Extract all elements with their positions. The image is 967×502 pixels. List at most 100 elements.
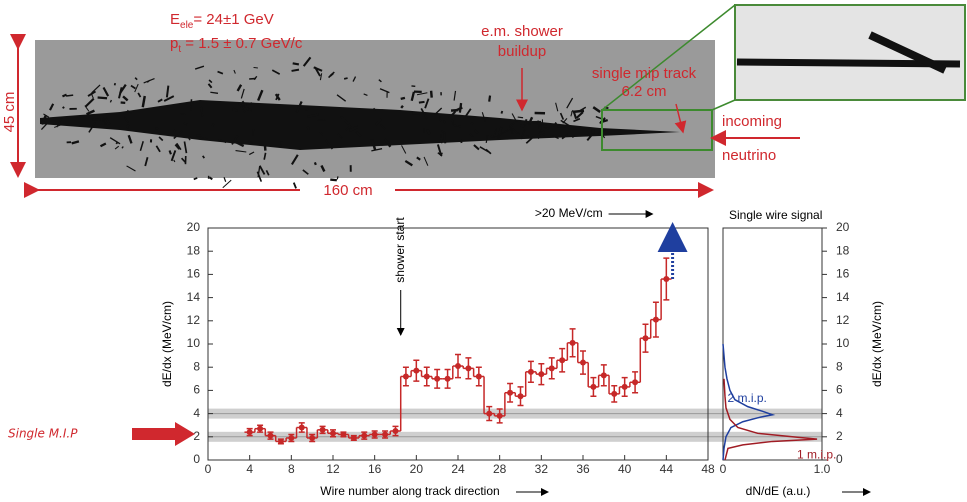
spray-stroke <box>500 110 504 114</box>
height-label: 45 cm <box>1 92 18 133</box>
spray-stroke <box>173 159 176 163</box>
spray-stroke <box>49 103 55 111</box>
y-tick-label: 14 <box>187 290 201 304</box>
x-tick-label: 12 <box>326 462 340 476</box>
data-point <box>465 365 472 372</box>
spray-stroke <box>123 116 129 124</box>
y-tick-label: 18 <box>836 243 850 257</box>
spray-stroke <box>329 72 334 77</box>
spray-stroke <box>412 111 421 116</box>
spray-stroke <box>217 70 224 75</box>
y-tick-label: 8 <box>193 359 200 373</box>
data-point <box>621 383 628 390</box>
spray-stroke <box>400 105 404 109</box>
energy-label: Eele= 24±1 GeV <box>170 11 274 31</box>
spray-stroke <box>103 117 106 124</box>
annotation: single mip track <box>592 65 697 82</box>
x-tick-label: 24 <box>451 462 465 476</box>
x-axis-label: dN/dE (a.u.) <box>746 484 811 498</box>
shower <box>40 100 680 150</box>
spray-stroke <box>560 119 570 127</box>
spray-stroke <box>134 83 139 93</box>
spray-stroke <box>400 96 406 101</box>
spray-stroke <box>302 56 312 67</box>
spray-stroke <box>92 117 101 121</box>
spray-stroke <box>570 112 573 117</box>
data-point <box>361 432 368 439</box>
spray-stroke <box>253 66 258 69</box>
spray-stroke <box>336 94 347 102</box>
spray-stroke <box>319 131 324 136</box>
spray-stroke <box>248 151 255 156</box>
data-point <box>455 363 461 370</box>
spray-stroke <box>103 122 107 126</box>
spray-stroke <box>552 122 558 127</box>
spray-stroke <box>375 118 383 126</box>
spray-stroke <box>158 136 164 142</box>
plot: 0 4 8 12 16 20 24 28 32 36 40 44 4802468101214161820… <box>160 206 884 498</box>
spray-stroke <box>137 92 142 98</box>
data-point <box>371 431 378 438</box>
spray-stroke <box>585 133 591 137</box>
annotation: incoming <box>722 113 782 130</box>
spray-stroke <box>290 154 299 166</box>
spray-stroke <box>118 87 123 99</box>
data-point <box>340 431 347 438</box>
spray-stroke <box>155 127 159 131</box>
spray-stroke <box>218 138 227 144</box>
spray-stroke <box>571 135 576 138</box>
spray-stroke <box>134 77 138 81</box>
spray-stroke <box>481 112 486 122</box>
spray-stroke <box>130 84 136 90</box>
spray-stroke <box>473 144 480 151</box>
spray-stroke <box>257 89 264 102</box>
spray-stroke <box>274 93 281 101</box>
spray-stroke <box>523 118 528 126</box>
spray-stroke <box>113 82 117 86</box>
data-point <box>632 379 639 386</box>
plot-frame <box>207 227 709 461</box>
data-point <box>257 425 264 432</box>
series-label: 2 m.i.p. <box>728 391 767 405</box>
y-tick-label: 2 <box>193 429 200 443</box>
spray-stroke <box>155 145 161 153</box>
spray-stroke <box>586 132 595 141</box>
spray-stroke <box>302 169 309 175</box>
spray-stroke <box>109 99 112 103</box>
x-tick-label: 0 <box>205 462 212 476</box>
subscript: ele <box>180 20 194 31</box>
spray-stroke <box>371 139 377 151</box>
spray-stroke <box>440 134 443 144</box>
spray-stroke <box>173 130 183 140</box>
y-tick-label: 10 <box>836 336 850 350</box>
x-tick-label: 4 <box>246 462 253 476</box>
spray-stroke <box>566 97 574 109</box>
y-tick-label: 16 <box>836 267 850 281</box>
x-tick-label: 28 <box>493 462 507 476</box>
y-tick-label: 20 <box>836 220 850 234</box>
annotation-arrow <box>674 103 687 134</box>
spray-stroke <box>330 178 337 182</box>
spray-stroke <box>453 90 457 101</box>
spray-stroke <box>416 92 428 96</box>
y-tick-label: 14 <box>836 290 850 304</box>
spray-stroke <box>517 116 524 119</box>
spray-stroke <box>40 123 48 131</box>
spray-stroke <box>141 95 146 108</box>
spray-stroke <box>91 84 101 94</box>
data-point <box>590 383 597 390</box>
spray-stroke <box>545 126 550 131</box>
data-point <box>538 371 545 378</box>
spray-stroke <box>121 146 124 149</box>
density-curve <box>722 343 776 461</box>
spray-stroke <box>561 133 569 140</box>
spray-stroke <box>313 161 317 166</box>
spray-stroke <box>54 124 62 128</box>
spray-stroke <box>210 91 219 94</box>
spray-stroke <box>441 130 447 134</box>
y-tick-label: 12 <box>836 313 850 327</box>
data-point <box>517 393 524 400</box>
data-point <box>580 359 586 366</box>
spray-stroke <box>383 138 390 144</box>
spray-stroke <box>592 106 601 113</box>
